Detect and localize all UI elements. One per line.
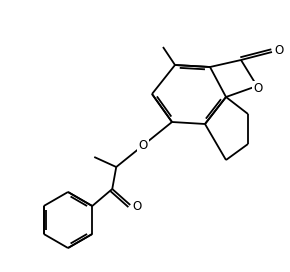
Text: O: O: [253, 82, 263, 95]
Text: O: O: [138, 139, 148, 152]
Text: O: O: [274, 45, 283, 57]
Text: O: O: [132, 200, 142, 214]
